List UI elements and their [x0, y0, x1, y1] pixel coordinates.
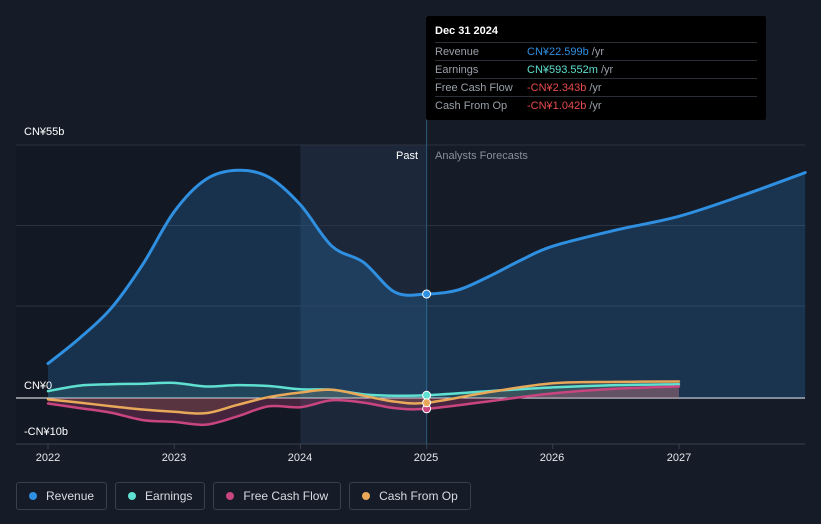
revenue-line — [46, 168, 807, 365]
legend-item-earnings[interactable]: Earnings — [115, 482, 206, 510]
free-cash-flow-area — [48, 386, 679, 425]
past-shade-2 — [16, 145, 301, 444]
tooltip: Dec 31 2024 Revenue CN¥22.599b /yr Earni… — [426, 16, 766, 120]
y-tick-label: CN¥55b — [24, 126, 65, 138]
tooltip-date: Dec 31 2024 — [435, 25, 498, 37]
x-tick-label: 2022 — [35, 452, 61, 464]
legend-dot-icon — [226, 492, 235, 500]
legend-dot-icon — [29, 492, 37, 500]
past-label: Past — [396, 150, 419, 162]
tooltip-label: Revenue — [435, 45, 480, 58]
legend-item-free-cash-flow[interactable]: Free Cash Flow — [213, 482, 342, 510]
tooltip-value: CN¥593.552m — [527, 63, 598, 76]
legend: Revenue Earnings Free Cash Flow Cash Fro… — [16, 482, 471, 510]
legend-label: Free Cash Flow — [243, 489, 329, 503]
legend-label: Earnings — [145, 489, 193, 503]
tooltip-unit: /yr — [591, 45, 605, 58]
x-tick-label: 2023 — [161, 452, 187, 464]
forecast-label: Analysts Forecasts — [435, 150, 528, 162]
tooltip-unit: /yr — [589, 81, 602, 94]
tooltip-row-earnings: Earnings CN¥593.552m /yr — [435, 60, 757, 78]
tooltip-label: Free Cash Flow — [435, 81, 513, 94]
cash-from-op-marker — [422, 398, 432, 408]
free-cash-flow-line — [46, 385, 681, 427]
legend-item-revenue[interactable]: Revenue — [16, 482, 108, 510]
tooltip-value: -CN¥1.042b — [527, 99, 587, 112]
revenue-marker — [422, 289, 432, 299]
legend-label: Cash From Op — [379, 489, 458, 503]
cash-from-op-line — [46, 380, 681, 415]
legend-dot-icon — [128, 492, 137, 500]
legend-label: Revenue — [46, 489, 95, 503]
tooltip-value: CN¥22.599b — [527, 45, 589, 58]
earnings-marker — [422, 390, 432, 400]
tooltip-row-cfo: Cash From Op -CN¥1.042b /yr — [435, 96, 757, 114]
tooltip-value: -CN¥2.343b — [527, 81, 587, 94]
x-tick-label: 2025 — [413, 452, 439, 464]
x-tick-label: 2027 — [666, 452, 692, 464]
y-tick-label: CN¥0 — [24, 380, 53, 392]
revenue-area — [48, 170, 806, 398]
tooltip-unit: /yr — [589, 99, 602, 112]
y-tick-label: -CN¥10b — [24, 426, 69, 438]
tooltip-label: Earnings — [435, 63, 479, 76]
tooltip-unit: /yr — [600, 63, 614, 76]
tooltip-label: Cash From Op — [435, 99, 508, 112]
x-tick-label: 2024 — [287, 452, 313, 464]
legend-dot-icon — [362, 492, 371, 500]
tooltip-row-revenue: Revenue CN¥22.599b /yr — [435, 42, 757, 60]
tooltip-row-fcf: Free Cash Flow -CN¥2.343b /yr — [435, 78, 757, 96]
legend-item-cash-from-op[interactable]: Cash From Op — [349, 482, 471, 510]
x-tick-label: 2026 — [539, 452, 565, 464]
